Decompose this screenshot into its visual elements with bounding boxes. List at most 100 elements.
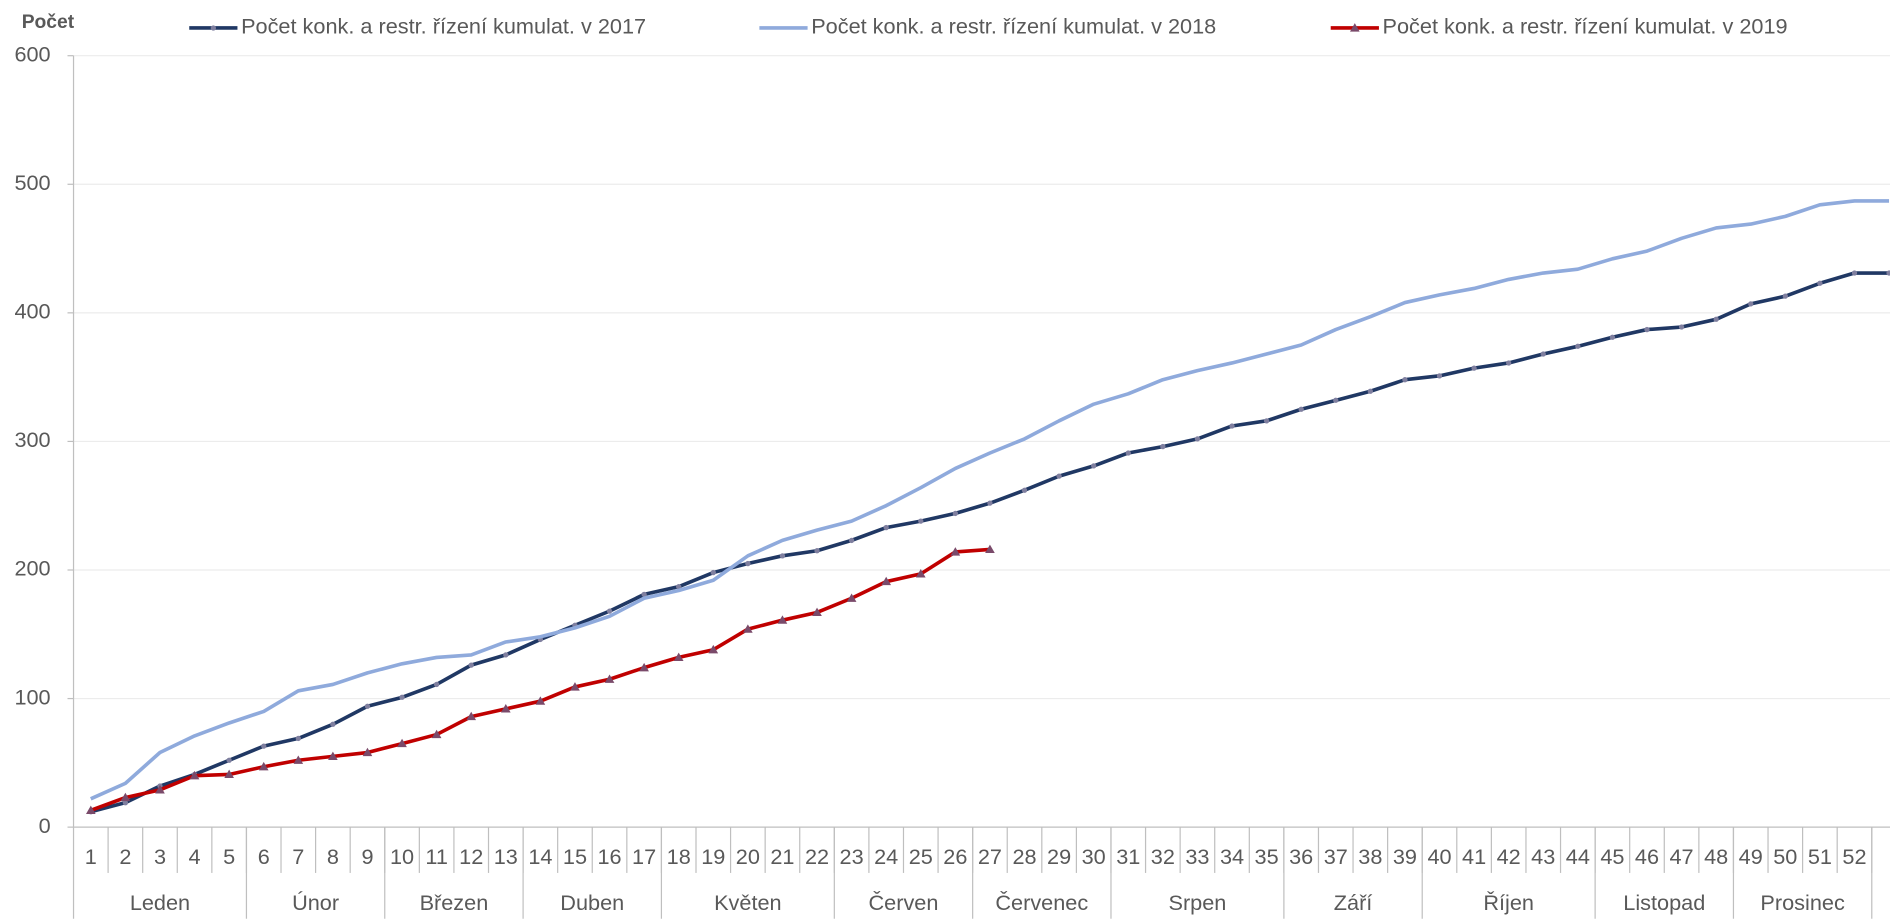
point-marker [881, 576, 892, 586]
x-tick-label: 25 [909, 844, 933, 869]
point-marker [1333, 397, 1339, 403]
x-tick-label: 46 [1635, 844, 1659, 869]
x-tick-label: 4 [189, 844, 201, 869]
x-tick-label: 33 [1185, 844, 1209, 869]
point-marker [328, 751, 338, 761]
x-tick-label: 1 [85, 844, 97, 869]
x-tick-label: 47 [1670, 844, 1694, 869]
x-tick-label: 17 [632, 844, 656, 869]
x-tick-label: 50 [1773, 844, 1797, 869]
point-marker [122, 800, 129, 806]
x-tick-label: 20 [736, 844, 760, 869]
point-marker [1021, 487, 1028, 493]
point-marker [1575, 343, 1581, 349]
month-label: Červenec [995, 890, 1088, 915]
point-marker [503, 652, 509, 658]
x-tick-label: 24 [874, 844, 898, 869]
point-marker [362, 747, 373, 757]
x-tick-label: 49 [1739, 844, 1763, 869]
point-marker [812, 607, 822, 617]
point-marker [1506, 360, 1512, 366]
point-marker [639, 662, 649, 672]
legend-label: Počet konk. a restr. řízení kumulat. v 2… [1383, 14, 1788, 39]
point-marker [606, 608, 613, 614]
point-marker [952, 510, 959, 517]
month-label: Červen [869, 890, 939, 915]
point-marker [189, 770, 200, 780]
point-marker [745, 560, 751, 567]
point-marker [1851, 270, 1858, 276]
x-tick-label: 31 [1116, 844, 1140, 869]
x-tick-label: 52 [1842, 844, 1866, 869]
x-tick-label: 48 [1704, 844, 1728, 869]
point-marker [261, 743, 267, 749]
point-marker [570, 682, 580, 691]
month-label: Říjen [1483, 890, 1534, 915]
point-marker [708, 644, 719, 654]
point-marker [431, 729, 442, 739]
point-marker [155, 785, 165, 794]
point-marker [535, 696, 546, 705]
x-tick-label: 51 [1808, 844, 1832, 869]
point-marker [1125, 450, 1131, 456]
x-tick-label: 7 [292, 844, 304, 869]
point-marker [641, 591, 647, 598]
point-marker [364, 703, 371, 709]
point-marker [85, 805, 96, 815]
point-marker [918, 518, 924, 524]
month-label: Listopad [1623, 890, 1705, 915]
x-tick-label: 30 [1082, 844, 1106, 869]
x-tick-label: 38 [1358, 844, 1382, 869]
x-tick-label: 19 [701, 844, 725, 869]
x-tick-label: 6 [258, 844, 270, 869]
x-tick-label: 34 [1220, 844, 1244, 869]
y-tick-label: 400 [14, 299, 50, 324]
x-tick-label: 37 [1324, 844, 1348, 869]
y-axis-title: Počet [22, 12, 75, 33]
y-tick-label: 500 [14, 170, 50, 195]
x-tick-label: 9 [361, 844, 373, 869]
point-marker [1298, 406, 1304, 412]
month-label: Březen [420, 890, 489, 915]
series-line [90, 547, 991, 813]
legend-label: Počet konk. a restr. řízení kumulat. v 2… [811, 14, 1216, 39]
x-tick-label: 43 [1531, 844, 1555, 869]
x-tick-label: 27 [978, 844, 1002, 869]
point-marker [1436, 373, 1443, 379]
series-line [90, 199, 1890, 801]
x-tick-label: 3 [154, 844, 166, 869]
x-tick-label: 22 [805, 844, 829, 869]
point-marker [743, 624, 753, 633]
legend-marker [210, 25, 216, 31]
point-marker [710, 569, 716, 576]
point-marker [779, 553, 786, 559]
point-marker [500, 704, 511, 713]
month-label: Leden [130, 890, 190, 915]
x-tick-label: 35 [1255, 844, 1279, 869]
x-tick-label: 28 [1012, 844, 1036, 869]
month-label: Únor [292, 890, 339, 915]
point-marker [846, 593, 857, 602]
x-tick-label: 5 [223, 844, 235, 869]
point-marker [1367, 388, 1373, 394]
point-marker [258, 761, 269, 771]
x-tick-label: 32 [1151, 844, 1175, 869]
y-tick-label: 100 [14, 684, 50, 709]
x-tick-label: 39 [1393, 844, 1417, 869]
x-tick-label: 15 [563, 844, 587, 869]
point-marker [1886, 270, 1890, 276]
x-tick-label: 41 [1462, 844, 1486, 869]
x-tick-label: 13 [494, 844, 518, 869]
point-marker [397, 738, 407, 748]
month-label: Duben [560, 890, 624, 915]
point-marker [1194, 436, 1201, 442]
y-tick-label: 0 [39, 813, 51, 838]
point-marker [673, 652, 684, 662]
point-marker [676, 584, 682, 590]
point-marker [1471, 365, 1477, 371]
x-tick-label: 11 [425, 844, 448, 869]
x-tick-label: 2 [119, 844, 131, 869]
point-marker [1540, 351, 1546, 357]
point-marker [777, 615, 788, 624]
point-marker [295, 735, 301, 742]
